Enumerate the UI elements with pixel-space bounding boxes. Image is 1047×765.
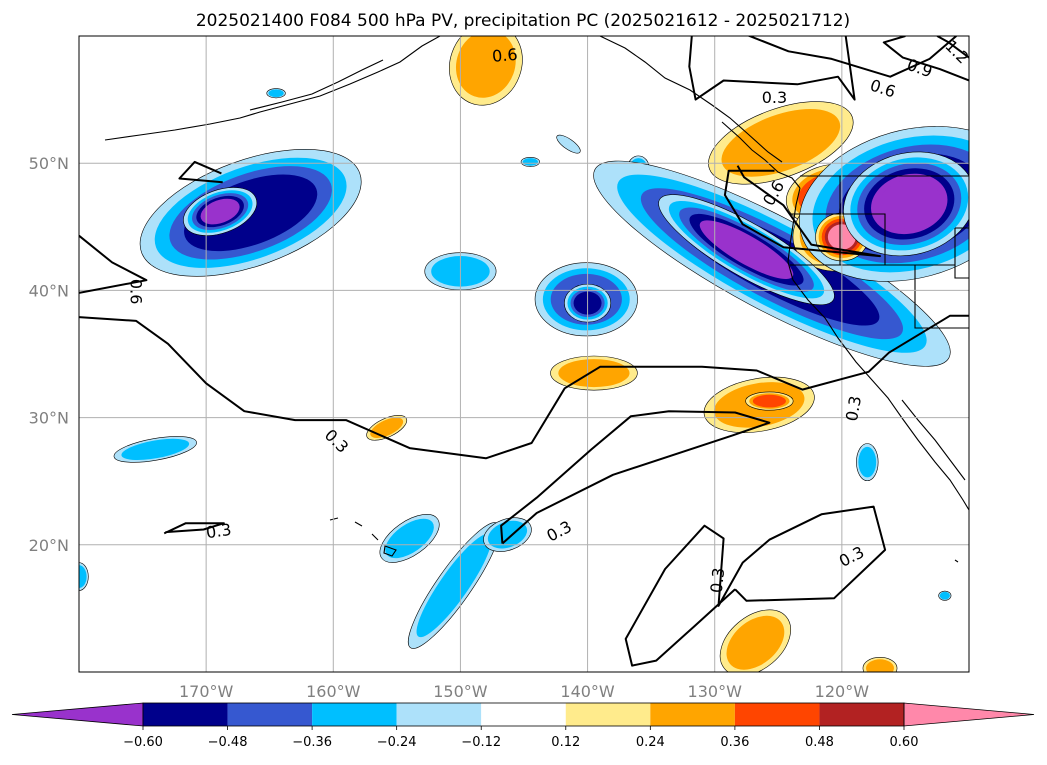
- lon-tick-label: 150°W: [433, 682, 488, 701]
- precip-shade: [556, 134, 581, 154]
- colorbar-segment: [565, 703, 651, 726]
- pv-contour-line: [79, 234, 148, 294]
- pv-contour-line: [723, 165, 881, 258]
- colorbar-segment: [227, 703, 313, 726]
- pv-contour-line: [746, 36, 957, 78]
- alaska-panhandle-coastline: [599, 36, 783, 163]
- precip-shade: [370, 417, 404, 438]
- pv-contour-label: 0.3: [842, 394, 865, 422]
- pv-contours: [79, 36, 969, 667]
- colorbar-extend-min: [11, 702, 144, 727]
- lon-tick-label: 140°W: [560, 682, 615, 701]
- lat-lon-gridlines: [79, 36, 969, 672]
- colorbar-segment: [396, 703, 482, 726]
- pv-contour-line: [178, 160, 223, 184]
- colorbar-segment: [143, 703, 228, 726]
- colorbar-segment: [734, 703, 820, 726]
- precip-shade: [487, 520, 528, 549]
- lon-tick-label: 160°W: [306, 682, 361, 701]
- pv-contour-label: 0.3: [707, 567, 729, 594]
- precip-shade: [939, 591, 950, 600]
- precip-shade: [721, 109, 841, 177]
- pv-contour-line: [688, 36, 856, 101]
- precip-shade: [455, 36, 516, 98]
- coastlines-and-borders: [104, 36, 969, 563]
- precip-shade: [385, 518, 434, 559]
- pv-contour-line: [500, 410, 771, 545]
- us-west-coastline: [787, 187, 969, 511]
- colorbar-tick-label: 0.48: [805, 735, 834, 750]
- colorbar-tick-label: −0.48: [208, 735, 248, 750]
- map-plot-area: 0.60.30.90.61.20.60.60.30.3 0.30.30.30.3: [78, 35, 970, 673]
- precip-shade: [726, 615, 785, 670]
- colorbar-tick-label: 0.24: [636, 735, 665, 750]
- colorbar-extend-max: [903, 702, 1035, 727]
- lon-tick-label: 170°W: [179, 682, 234, 701]
- precip-shade: [268, 89, 284, 98]
- latitude-tick-labels: 20°N 30°N 40°N 50°N: [29, 154, 69, 555]
- precip-shade: [877, 179, 941, 229]
- lat-tick-label: 20°N: [29, 536, 69, 555]
- precip-shade: [866, 659, 894, 672]
- precip-shade: [522, 158, 538, 166]
- pv-contour-line: [624, 505, 887, 667]
- lat-tick-label: 40°N: [29, 281, 69, 300]
- precip-shade: [79, 565, 87, 589]
- colorbar-segment: [312, 703, 397, 726]
- lat-tick-label: 30°N: [29, 409, 69, 428]
- pv-contour-label: 0.3: [762, 88, 787, 107]
- colorbar-tick-label: 0.12: [551, 735, 580, 750]
- state-border-3: [790, 264, 969, 329]
- lon-tick-label: 130°W: [688, 682, 743, 701]
- precip-shade: [699, 220, 794, 280]
- precip-shade: [121, 438, 190, 461]
- alaska-peninsula-coastline: [249, 59, 384, 111]
- map-frame: [78, 35, 970, 673]
- precipitation-shading: [79, 36, 969, 672]
- pv-contour-line: [882, 36, 969, 82]
- colorbar-tick-label: −0.12: [461, 735, 501, 750]
- lon-tick-label: 120°W: [815, 682, 870, 701]
- alaska-coastline: [104, 36, 441, 141]
- colorbar-tick-label: −0.24: [377, 735, 417, 750]
- precip-shade: [416, 533, 492, 638]
- colorbar-tick-label: −0.36: [292, 735, 332, 750]
- precip-shade: [752, 394, 786, 408]
- pv-contour-line: [936, 36, 969, 59]
- baja-gulf-coastline: [901, 399, 966, 481]
- hawaii-islands: [329, 517, 397, 557]
- guadalupe-island: [954, 559, 959, 563]
- precip-shade: [200, 198, 240, 225]
- precip-shade: [558, 359, 630, 388]
- colorbar-segment: [819, 703, 904, 726]
- precip-shade: [858, 446, 877, 478]
- colorbar: −0.60 −0.48 −0.36 −0.24 −0.12 0.12 0.24 0.36 0.4…: [11, 702, 1035, 750]
- state-border-2: [790, 213, 886, 265]
- longitude-tick-labels: 170°W 160°W 150°W 140°W 130°W 120°W: [179, 682, 869, 701]
- pv-contour-line: [79, 314, 969, 460]
- pv-contour-line: [163, 522, 225, 535]
- colorbar-tick-label: 0.36: [720, 735, 749, 750]
- colorbar-segment: [481, 703, 566, 726]
- bc-coastline: [721, 121, 801, 189]
- colorbar-tick-label: −0.60: [123, 735, 163, 750]
- lat-tick-label: 50°N: [29, 154, 69, 173]
- colorbar-outline: [142, 702, 905, 727]
- pv-contour-label: 0.3: [205, 520, 233, 542]
- pv-contour-label: 0.6: [491, 45, 518, 66]
- state-border-4: [954, 227, 969, 279]
- pv-contour-label: 0.6: [126, 279, 145, 304]
- colorbar-segment: [650, 703, 735, 726]
- colorbar-tick-label: 0.60: [890, 735, 919, 750]
- chart-title: 2025021400 F084 500 hPa PV, precipitatio…: [196, 11, 850, 31]
